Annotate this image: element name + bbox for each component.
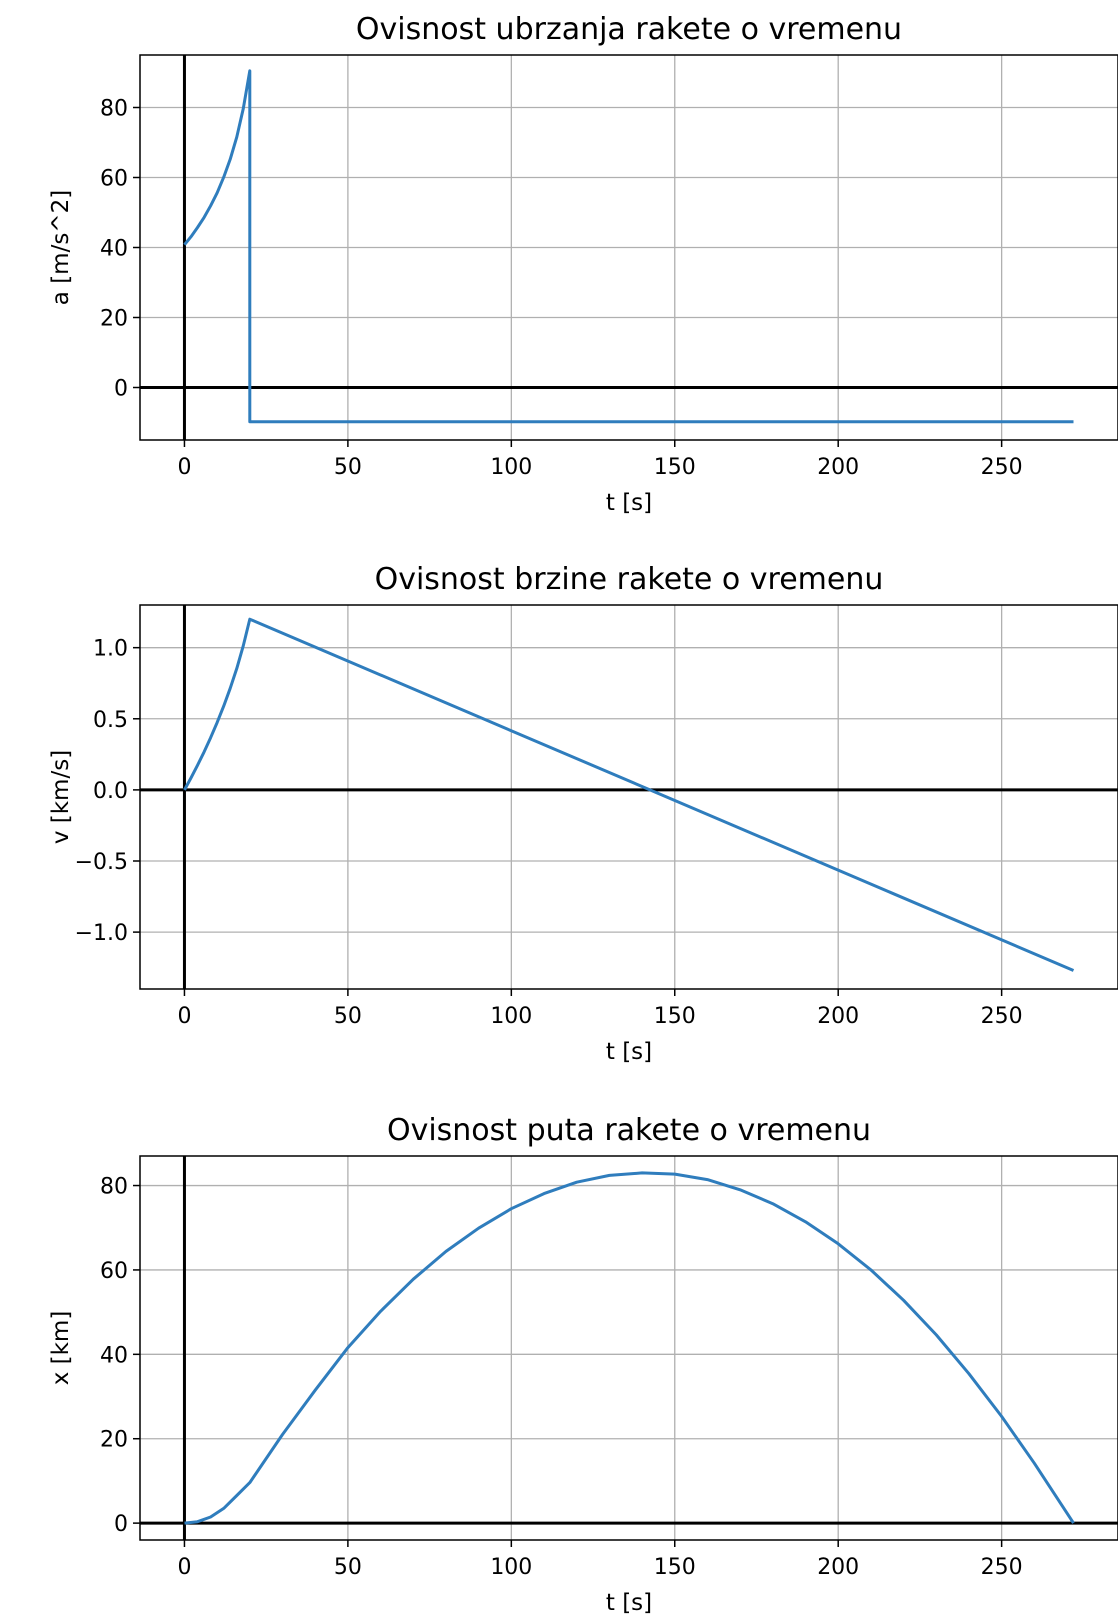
x-tick-label: 0 — [177, 1555, 191, 1580]
x-tick-label: 250 — [981, 455, 1023, 480]
y-tick-label: 40 — [100, 1343, 128, 1368]
series-line — [183, 69, 1074, 424]
y-tick-label: −1.0 — [75, 921, 128, 946]
series-line — [184, 1171, 1075, 1525]
y-tick-label: −0.5 — [75, 850, 128, 875]
chart-2: 0 50 100 150 200 250 −1.0 −0.5 0.0 0.5 1.0 Ovisnost… — [48, 562, 1118, 1065]
y-tick-label: 20 — [100, 307, 128, 332]
chart-1: 0 50 100 150 200 250 0 20 40 60 80 Ovisnost ubrzanj… — [48, 12, 1118, 516]
x-tick-label: 100 — [490, 1555, 532, 1580]
y-axis-label: x [km] — [48, 1311, 74, 1386]
y-tick-label: 60 — [100, 167, 128, 192]
x-tick-label: 100 — [490, 1004, 532, 1029]
y-tick-label: 0 — [114, 377, 128, 402]
series-line — [183, 617, 1075, 972]
x-axis-label: t [s] — [606, 1039, 652, 1065]
x-tick-label: 0 — [177, 1004, 191, 1029]
chart-title: Ovisnost ubrzanja rakete o vremenu — [356, 12, 902, 47]
x-tick-label: 200 — [817, 455, 859, 480]
plot-frame — [139, 1155, 1118, 1541]
chart-title: Ovisnost puta rakete o vremenu — [387, 1113, 871, 1148]
x-tick-label: 50 — [334, 1555, 362, 1580]
x-tick-label: 200 — [817, 1555, 859, 1580]
x-tick-label: 150 — [654, 1555, 696, 1580]
y-tick-label: 60 — [100, 1259, 128, 1284]
y-tick-label: 80 — [100, 1175, 128, 1200]
y-tick-label: 0.0 — [93, 779, 128, 804]
x-tick-label: 200 — [817, 1004, 859, 1029]
y-tick-label: 0 — [114, 1512, 128, 1537]
plot-frame — [139, 604, 1118, 990]
y-axis-label: a [m/s^2] — [48, 190, 74, 305]
x-axis-label: t [s] — [606, 1590, 652, 1616]
x-tick-label: 250 — [981, 1004, 1023, 1029]
x-axis-label: t [s] — [606, 490, 652, 516]
x-tick-label: 50 — [334, 1004, 362, 1029]
y-axis-label: v [km/s] — [48, 750, 74, 844]
x-tick-label: 100 — [490, 455, 532, 480]
x-tick-label: 150 — [654, 455, 696, 480]
chart-title: Ovisnost brzine rakete o vremenu — [375, 562, 884, 597]
y-tick-label: 20 — [100, 1428, 128, 1453]
y-tick-label: 0.5 — [93, 708, 128, 733]
x-tick-label: 150 — [654, 1004, 696, 1029]
y-tick-label: 1.0 — [93, 637, 128, 662]
y-tick-label: 80 — [100, 97, 128, 122]
chart-3: 0 50 100 150 200 250 0 20 40 60 80 Ovisnost puta ra… — [48, 1113, 1118, 1616]
y-tick-label: 40 — [100, 237, 128, 262]
x-tick-label: 0 — [177, 455, 191, 480]
x-tick-label: 50 — [334, 455, 362, 480]
x-tick-label: 250 — [981, 1555, 1023, 1580]
